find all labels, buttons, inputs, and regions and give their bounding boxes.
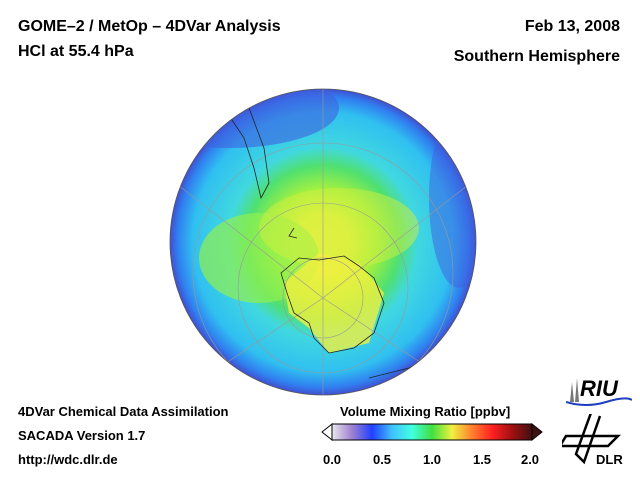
colorbar-gradient [331,423,533,441]
footer-url[interactable]: http://wdc.dlr.de [18,452,118,467]
colorbar-tick: 2.0 [520,452,540,467]
colorbar-tick: 1.5 [472,452,492,467]
svg-text:RIU: RIU [580,376,619,401]
title: GOME–2 / MetOp – 4DVar Analysis [18,18,281,35]
colorbar-tick: 0.5 [372,452,392,467]
region: Southern Hemisphere [453,48,620,65]
colorbar-tick: 1.0 [422,452,442,467]
subtitle: HCl at 55.4 hPa [18,43,134,60]
colorbar-tick: 0.0 [322,452,342,467]
date: Feb 13, 2008 [524,18,620,35]
footer-line-1: 4DVar Chemical Data Assimilation [18,404,229,419]
riu-logo: RIU [566,376,632,406]
colorbar-max-arrow [531,422,543,442]
svg-text:DLR: DLR [596,452,623,467]
colorbar [321,422,543,442]
dlr-logo: DLR [562,414,623,467]
footer-line-2: SACADA Version 1.7 [18,428,146,443]
globe-map [169,88,477,396]
colorbar-min-arrow [321,422,333,442]
colorbar-title: Volume Mixing Ratio [ppbv] [340,404,511,419]
